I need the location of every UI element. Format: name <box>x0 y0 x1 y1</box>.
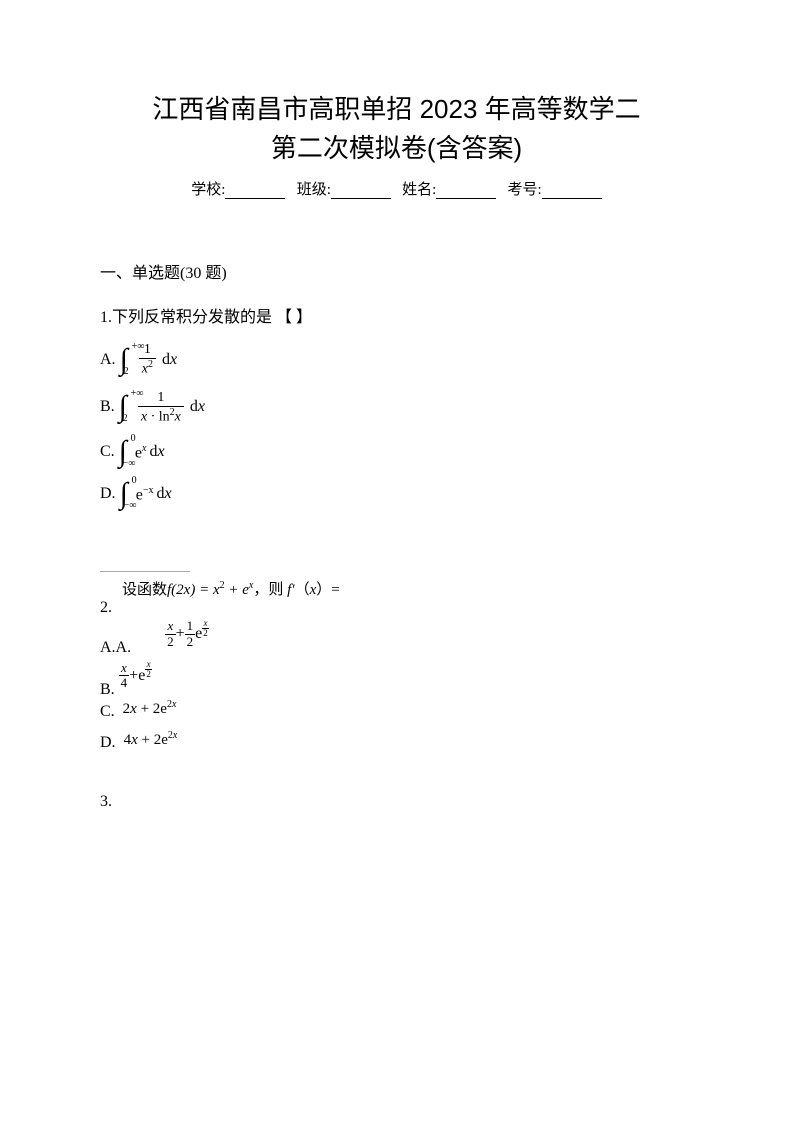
q2-b-label: B. <box>100 681 115 699</box>
q1-c-lower: −∞ <box>123 459 136 469</box>
question-3: 3. <box>100 793 693 811</box>
q2-a-en: x <box>203 619 209 628</box>
q1-a-label: A. <box>100 351 116 369</box>
q1-option-a: A. ∫ +∞ 2 1 x2 dx <box>100 342 693 378</box>
page-title-line1: 江西省南昌市高职单招 2023 年高等数学二 <box>100 90 693 129</box>
q2-a-ed: 2 <box>202 628 209 638</box>
form-examid-blank <box>542 183 602 199</box>
q1-d-upper: 0 <box>132 476 137 486</box>
q3-number: 3. <box>100 793 112 810</box>
form-examid-label: 考号: <box>508 182 542 198</box>
q1-option-d: D. ∫ 0 −∞ e−x dx <box>100 479 693 509</box>
q2-d-math: 4x + 2e2x <box>124 730 178 749</box>
form-name-blank <box>436 183 496 199</box>
integral-icon: ∫ 0 −∞ <box>119 437 127 467</box>
form-class-blank <box>331 183 391 199</box>
q2-b-f1d: 4 <box>119 675 130 690</box>
q2-b-plus: + <box>129 667 138 685</box>
q1-b-label: B. <box>100 398 115 416</box>
section-1-title: 一、单选题(30 题) <box>100 259 693 283</box>
q1-a-upper: +∞ <box>132 342 145 352</box>
q2-b-ed: 2 <box>145 669 152 679</box>
q2-option-a: A.A. x 2 + 1 2 e x 2 <box>100 619 693 649</box>
q1-c-integrand: ex <box>135 443 147 462</box>
q1-d-dx: dx <box>157 485 172 503</box>
q2-c-math: 2x + 2e2x <box>123 699 177 718</box>
q1-a-dx: dx <box>162 351 177 369</box>
q1-c-exp: x <box>142 443 146 454</box>
q2-a-math: x 2 + 1 2 e x 2 <box>165 619 209 649</box>
q2-a-f2n: 1 <box>185 619 196 633</box>
q1-number: 1. <box>100 309 112 326</box>
form-school-blank <box>225 183 285 199</box>
q1-d-math: ∫ 0 −∞ e−x dx <box>120 479 172 509</box>
q2-stem-prefix: 设函数 <box>122 578 167 599</box>
q1-a-lower: 2 <box>124 367 129 377</box>
q2-c-label: C. <box>100 703 115 721</box>
question-1: 1.下列反常积分发散的是 【 】 <box>100 303 693 327</box>
q1-d-exp: −x <box>143 485 154 496</box>
q1-b-dx: dx <box>190 398 205 416</box>
q2-stem-suffix: ，则 f′（x）= <box>253 578 339 599</box>
q1-b-math: ∫ +∞ 2 1 x · ln2x dx <box>119 390 205 426</box>
q2-stem-math: f(2x) = x2 + ex <box>167 580 253 599</box>
q1-option-b: B. ∫ +∞ 2 1 x · ln2x dx <box>100 390 693 426</box>
q1-option-c: C. ∫ 0 −∞ ex dx <box>100 437 693 467</box>
q2-b-e: e <box>138 667 145 685</box>
q1-a-den-exp: 2 <box>148 359 153 370</box>
q2-a-label: A.A. <box>100 639 131 657</box>
question-2-stem-row: 2. 设函数 f(2x) = x2 + ex ，则 f′（x）= <box>120 578 693 599</box>
integral-icon: ∫ +∞ 2 <box>119 392 127 422</box>
q1-c-upper: 0 <box>131 434 136 444</box>
form-school-label: 学校: <box>191 182 225 198</box>
q1-b-frac-den: x · ln2x <box>138 406 184 426</box>
integral-icon: ∫ 0 −∞ <box>120 479 128 509</box>
q2-b-f1n: x <box>119 661 129 675</box>
q2-option-b: B. x 4 + e x 2 <box>100 661 693 691</box>
page-title-line2: 第二次模拟卷(含答案) <box>100 129 693 168</box>
form-class-label: 班级: <box>297 182 331 198</box>
form-name-label: 姓名: <box>402 182 436 198</box>
q1-d-lower: −∞ <box>124 501 137 511</box>
q2-b-exp: x 2 <box>145 660 152 679</box>
q2-a-exp: x 2 <box>202 619 209 638</box>
q2-d-label: D. <box>100 734 116 752</box>
q2-a-plus: + <box>176 625 185 643</box>
integral-icon: ∫ +∞ 2 <box>120 345 128 375</box>
q1-d-integrand: e−x <box>136 485 154 504</box>
q2-a-f2d: 2 <box>185 634 196 649</box>
q1-a-math: ∫ +∞ 2 1 x2 dx <box>120 342 178 378</box>
q1-c-label: C. <box>100 443 115 461</box>
q2-a-f1n: x <box>165 619 175 633</box>
q1-c-dx: dx <box>149 443 164 461</box>
q2-b-en: x <box>146 660 152 669</box>
q1-d-label: D. <box>100 485 116 503</box>
q2-separator <box>100 571 190 572</box>
q1-b-frac-num: 1 <box>154 390 167 406</box>
q2-a-f1d: 2 <box>165 634 176 649</box>
q1-b-frac: 1 x · ln2x <box>138 390 184 426</box>
q2-a-frac1: x 2 <box>165 619 176 649</box>
q1-b-lower: 2 <box>123 414 128 424</box>
q2-b-math: x 4 + e x 2 <box>119 661 152 691</box>
q2-option-c: C. 2x + 2e2x <box>100 703 693 722</box>
q2-a-e: e <box>195 625 202 643</box>
form-line: 学校: 班级: 姓名: 考号: <box>100 178 693 199</box>
q1-stem: 下列反常积分发散的是 【 】 <box>112 309 312 326</box>
q1-b-upper: +∞ <box>131 389 144 399</box>
q2-b-frac1: x 4 <box>119 661 130 691</box>
q2-option-d: D. 4x + 2e2x <box>100 734 693 753</box>
q1-a-frac-den: x2 <box>139 358 156 378</box>
q2-a-frac2: 1 2 <box>185 619 196 649</box>
q2-number: 2. <box>100 599 112 617</box>
q1-c-math: ∫ 0 −∞ ex dx <box>119 437 165 467</box>
